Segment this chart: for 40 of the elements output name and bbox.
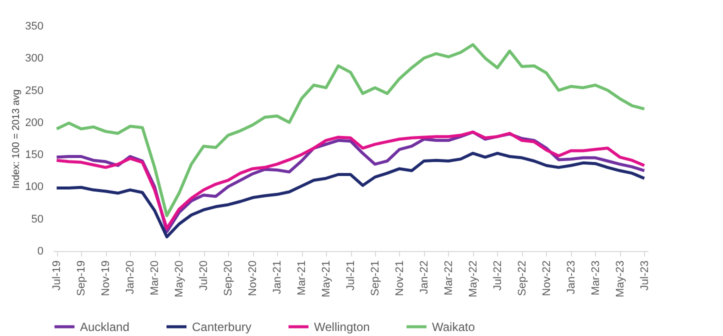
y-tick-label: 350 xyxy=(25,20,44,32)
x-tick-label: Mar-22 xyxy=(442,260,455,296)
x-tick-label: Nov-20 xyxy=(247,260,260,296)
x-tick-label: May-21 xyxy=(320,260,333,298)
legend-label: Auckland xyxy=(80,320,130,334)
x-tick-label: Jan-22 xyxy=(418,260,430,294)
x-tick-label: Sep-19 xyxy=(76,260,88,296)
legend-label: Waikato xyxy=(432,320,476,334)
x-tick-label: Mar-20 xyxy=(149,260,162,296)
legend-label: Wellington xyxy=(314,320,370,334)
y-tick-label: 200 xyxy=(25,116,44,129)
line-series xyxy=(55,43,646,218)
y-axis-title: Index: 100 = 2013 avg xyxy=(11,89,22,189)
x-tick-label: May-23 xyxy=(614,260,626,298)
x-tick-label: May-20 xyxy=(174,260,186,298)
x-tick-label: May-22 xyxy=(467,260,480,298)
x-tick-label: Nov-22 xyxy=(540,260,553,296)
x-tick-label: Sep-21 xyxy=(369,260,382,296)
x-tick-label: Jan-20 xyxy=(124,260,137,294)
y-tick-label: 250 xyxy=(25,84,44,97)
x-tick-label: Mar-21 xyxy=(296,260,308,296)
line-series xyxy=(55,152,646,238)
x-tick-label: Jan-23 xyxy=(565,260,578,294)
x-tick-label: Jul-23 xyxy=(638,260,651,290)
y-tick-label: 150 xyxy=(25,149,44,162)
x-tick-label: Nov-21 xyxy=(394,260,406,296)
x-tick-label: Sep-20 xyxy=(222,260,235,296)
x-tick-label: Jul-20 xyxy=(198,260,210,290)
y-tick-label: 300 xyxy=(25,52,44,65)
legend-label: Canterbury xyxy=(192,320,252,334)
x-tick-label: Sep-22 xyxy=(516,260,528,296)
y-tick-label: 50 xyxy=(31,213,44,226)
x-tick-label: Nov-19 xyxy=(100,260,112,296)
x-tick-label: Jul-19 xyxy=(51,260,64,290)
y-tick-label: 0 xyxy=(37,246,44,258)
x-tick-label: Jul-21 xyxy=(345,260,357,290)
x-tick-label: Jan-21 xyxy=(272,260,284,294)
y-tick-label: 100 xyxy=(25,181,44,194)
x-tick-label: Mar-23 xyxy=(590,260,602,296)
x-tick-label: Jul-22 xyxy=(492,260,504,290)
